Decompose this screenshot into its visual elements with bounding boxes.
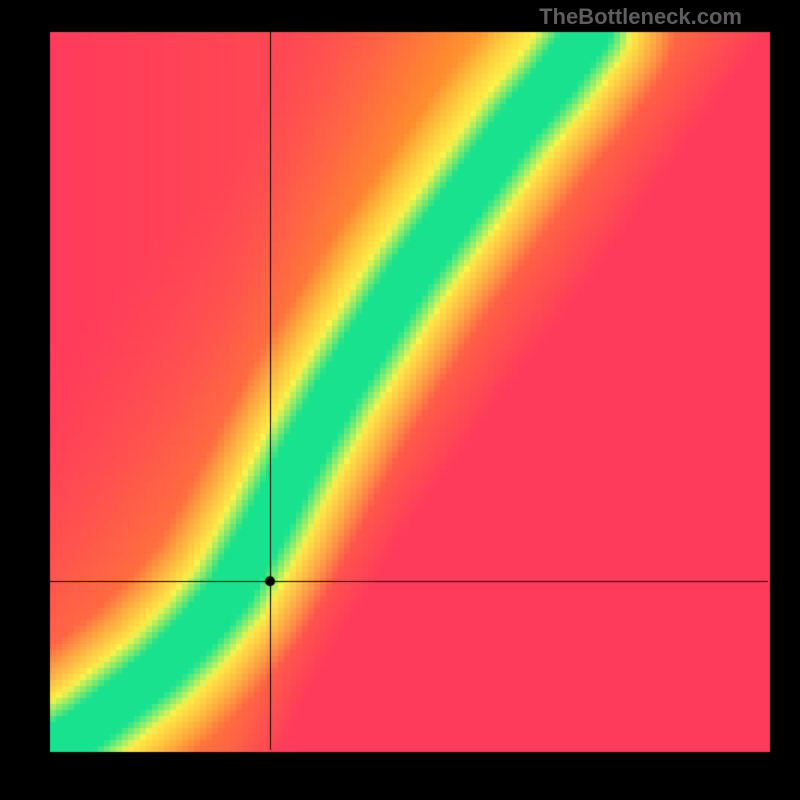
chart-container: TheBottleneck.com [0,0,800,800]
heatmap-canvas [0,0,800,800]
watermark-text: TheBottleneck.com [539,4,742,30]
